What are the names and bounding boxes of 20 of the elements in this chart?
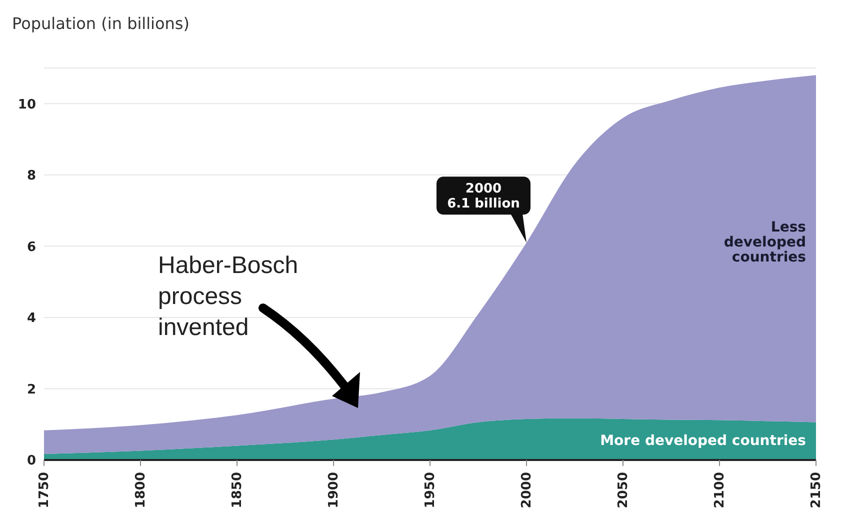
x-tick-label: 1750	[37, 472, 52, 508]
y-tick-label: 4	[26, 311, 36, 326]
x-tick-label: 2100	[712, 472, 728, 508]
y-tick-label: 2	[26, 382, 36, 398]
y-tick-label: 8	[26, 168, 36, 184]
x-tick-label: 2150	[809, 472, 824, 508]
x-tick-label: 1800	[134, 472, 149, 508]
x-tick-label: 1850	[230, 472, 246, 508]
annotation: Haber-Bosch process invented	[158, 252, 298, 341]
series-label: Less developed countries	[724, 219, 806, 266]
x-tick-label: 1900	[326, 472, 342, 508]
x-tick-label: 2050	[616, 472, 632, 508]
y-tick-label: 10	[18, 97, 36, 112]
series-label: More developed countries	[600, 432, 806, 449]
y-tick-label: 0	[26, 454, 36, 469]
y-tick-label: 6	[26, 240, 36, 255]
x-tick-label: 2000	[520, 472, 535, 508]
annotation: 2000 6.1 billion	[447, 182, 520, 212]
x-tick-label: 1950	[423, 472, 438, 508]
y-axis-title: Population (in billions)	[12, 14, 190, 33]
